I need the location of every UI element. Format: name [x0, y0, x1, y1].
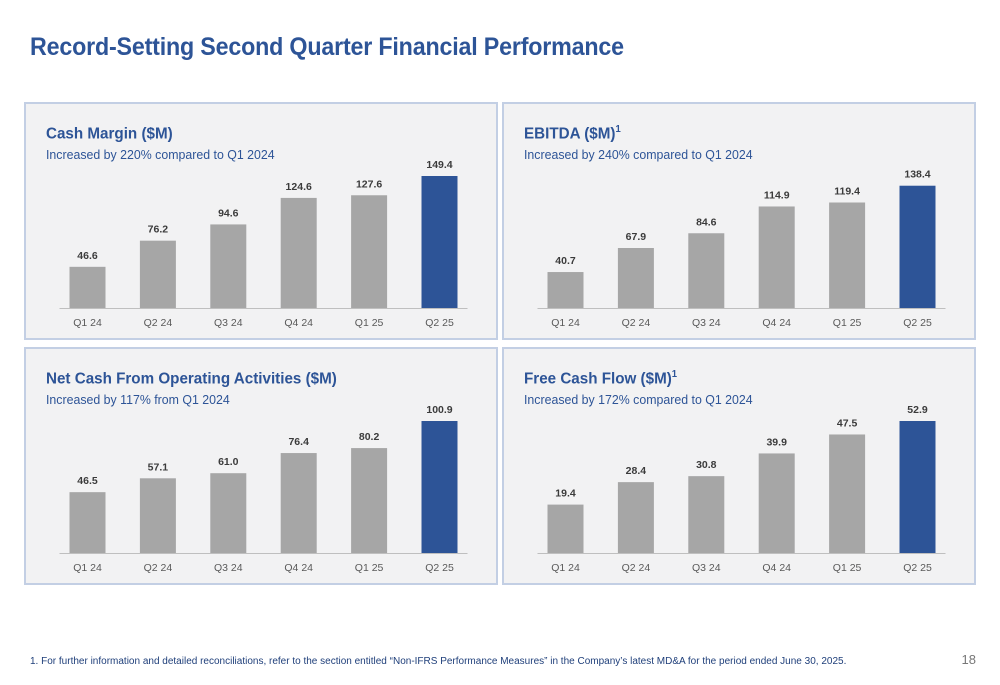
data-label: 149.4 [426, 159, 452, 171]
x-tick-label: Q4 24 [284, 562, 313, 574]
bar [421, 421, 458, 553]
bar [421, 176, 458, 308]
chart-title: Free Cash Flow ($M)1 [524, 369, 677, 388]
x-tick-label: Q3 24 [214, 317, 243, 329]
data-label: 61.0 [218, 456, 239, 468]
x-tick-label: Q2 25 [903, 317, 932, 329]
data-label: 47.5 [837, 417, 858, 429]
bar [351, 448, 388, 553]
bar [829, 202, 866, 308]
page-title: Record-Setting Second Quarter Financial … [30, 33, 624, 61]
bar [139, 478, 176, 553]
bar [688, 476, 725, 553]
x-tick-label: Q1 24 [73, 317, 102, 329]
bar [280, 453, 317, 553]
bar-chart: 40.7 Q1 24 67.9 Q2 24 84.6 Q3 24 114.9 Q4 24 119… [537, 169, 946, 329]
chart-title-text: Net Cash From Operating Activities ($M) [46, 370, 337, 388]
data-label: 28.4 [626, 465, 647, 477]
x-tick-label: Q1 25 [355, 562, 384, 574]
data-label: 76.4 [288, 436, 309, 448]
data-label: 40.7 [555, 255, 576, 267]
bar [758, 453, 795, 553]
x-tick-label: Q2 25 [425, 562, 454, 574]
chart-title-text: EBITDA ($M) [524, 125, 616, 143]
bar [617, 248, 654, 308]
bar [899, 185, 936, 308]
bar [210, 473, 247, 553]
bar [210, 224, 247, 308]
bar-chart: 46.5 Q1 24 57.1 Q2 24 61.0 Q3 24 76.4 Q4 24 80.2… [59, 404, 468, 574]
footnote: 1. For further information and detailed … [30, 656, 847, 667]
x-tick-label: Q1 24 [73, 562, 102, 574]
chart-title: Net Cash From Operating Activities ($M) [46, 369, 337, 388]
chart-subtitle: Increased by 240% compared to Q1 2024 [524, 147, 753, 162]
bar-chart: 46.6 Q1 24 76.2 Q2 24 94.6 Q3 24 124.6 Q4 24 127… [59, 159, 468, 329]
chart-title: EBITDA ($M)1 [524, 124, 621, 143]
chart-panel-ebitda: EBITDA ($M)1 Increased by 240% compared … [502, 102, 976, 340]
x-tick-label: Q2 25 [903, 562, 932, 574]
data-label: 127.6 [356, 178, 382, 190]
data-label: 39.9 [766, 436, 787, 448]
data-label: 114.9 [764, 189, 790, 201]
bar [899, 421, 936, 553]
x-tick-label: Q2 25 [425, 317, 454, 329]
data-label: 138.4 [904, 169, 930, 181]
bar-chart: 19.4 Q1 24 28.4 Q2 24 30.8 Q3 24 39.9 Q4 24 47.5… [537, 404, 946, 574]
data-label: 100.9 [426, 404, 452, 416]
x-tick-label: Q4 24 [762, 317, 791, 329]
bar [688, 233, 725, 308]
data-label: 76.2 [148, 224, 169, 236]
x-tick-label: Q2 24 [622, 317, 651, 329]
data-label: 94.6 [218, 207, 239, 219]
x-tick-label: Q1 25 [833, 317, 862, 329]
bar [829, 434, 866, 553]
chart-title-footnote-marker: 1 [671, 369, 678, 380]
data-label: 67.9 [626, 231, 647, 243]
chart-panel-free-cash-flow: Free Cash Flow ($M)1 Increased by 172% c… [502, 347, 976, 585]
x-tick-label: Q1 24 [551, 562, 580, 574]
x-tick-label: Q4 24 [762, 562, 791, 574]
data-label: 119.4 [834, 186, 860, 198]
x-tick-label: Q1 25 [355, 317, 384, 329]
bar [69, 266, 106, 308]
chart-title: Cash Margin ($M) [46, 124, 173, 143]
bar [351, 195, 388, 308]
chart-title-text: Free Cash Flow ($M) [524, 370, 672, 388]
bar [547, 272, 584, 308]
bar [280, 197, 317, 308]
page-number: 18 [961, 652, 976, 667]
chart-panel-net-cash-operating: Net Cash From Operating Activities ($M) … [24, 347, 498, 585]
x-tick-label: Q1 24 [551, 317, 580, 329]
data-label: 46.6 [77, 250, 98, 262]
bar [69, 492, 106, 553]
chart-title-text: Cash Margin ($M) [46, 125, 173, 143]
data-label: 57.1 [148, 461, 169, 473]
x-tick-label: Q3 24 [692, 317, 721, 329]
x-tick-label: Q4 24 [284, 317, 313, 329]
data-label: 46.5 [77, 475, 98, 487]
data-label: 19.4 [555, 488, 576, 500]
data-label: 124.6 [286, 181, 312, 193]
x-tick-label: Q2 24 [622, 562, 651, 574]
data-label: 30.8 [696, 459, 717, 471]
data-label: 80.2 [359, 431, 380, 443]
bar [139, 240, 176, 308]
x-tick-label: Q2 24 [144, 317, 173, 329]
chart-subtitle: Increased by 220% compared to Q1 2024 [46, 147, 275, 162]
x-tick-label: Q1 25 [833, 562, 862, 574]
chart-title-footnote-marker: 1 [615, 124, 621, 135]
bar [758, 206, 795, 308]
data-label: 84.6 [696, 216, 717, 228]
data-label: 52.9 [907, 404, 928, 416]
x-tick-label: Q2 24 [144, 562, 173, 574]
x-tick-label: Q3 24 [692, 562, 721, 574]
chart-panel-cash-margin: Cash Margin ($M) Increased by 220% compa… [24, 102, 498, 340]
chart-subtitle: Increased by 172% compared to Q1 2024 [524, 392, 753, 407]
bar [617, 482, 654, 553]
x-tick-label: Q3 24 [214, 562, 243, 574]
bar [547, 504, 584, 553]
chart-subtitle: Increased by 117% from Q1 2024 [46, 392, 230, 407]
